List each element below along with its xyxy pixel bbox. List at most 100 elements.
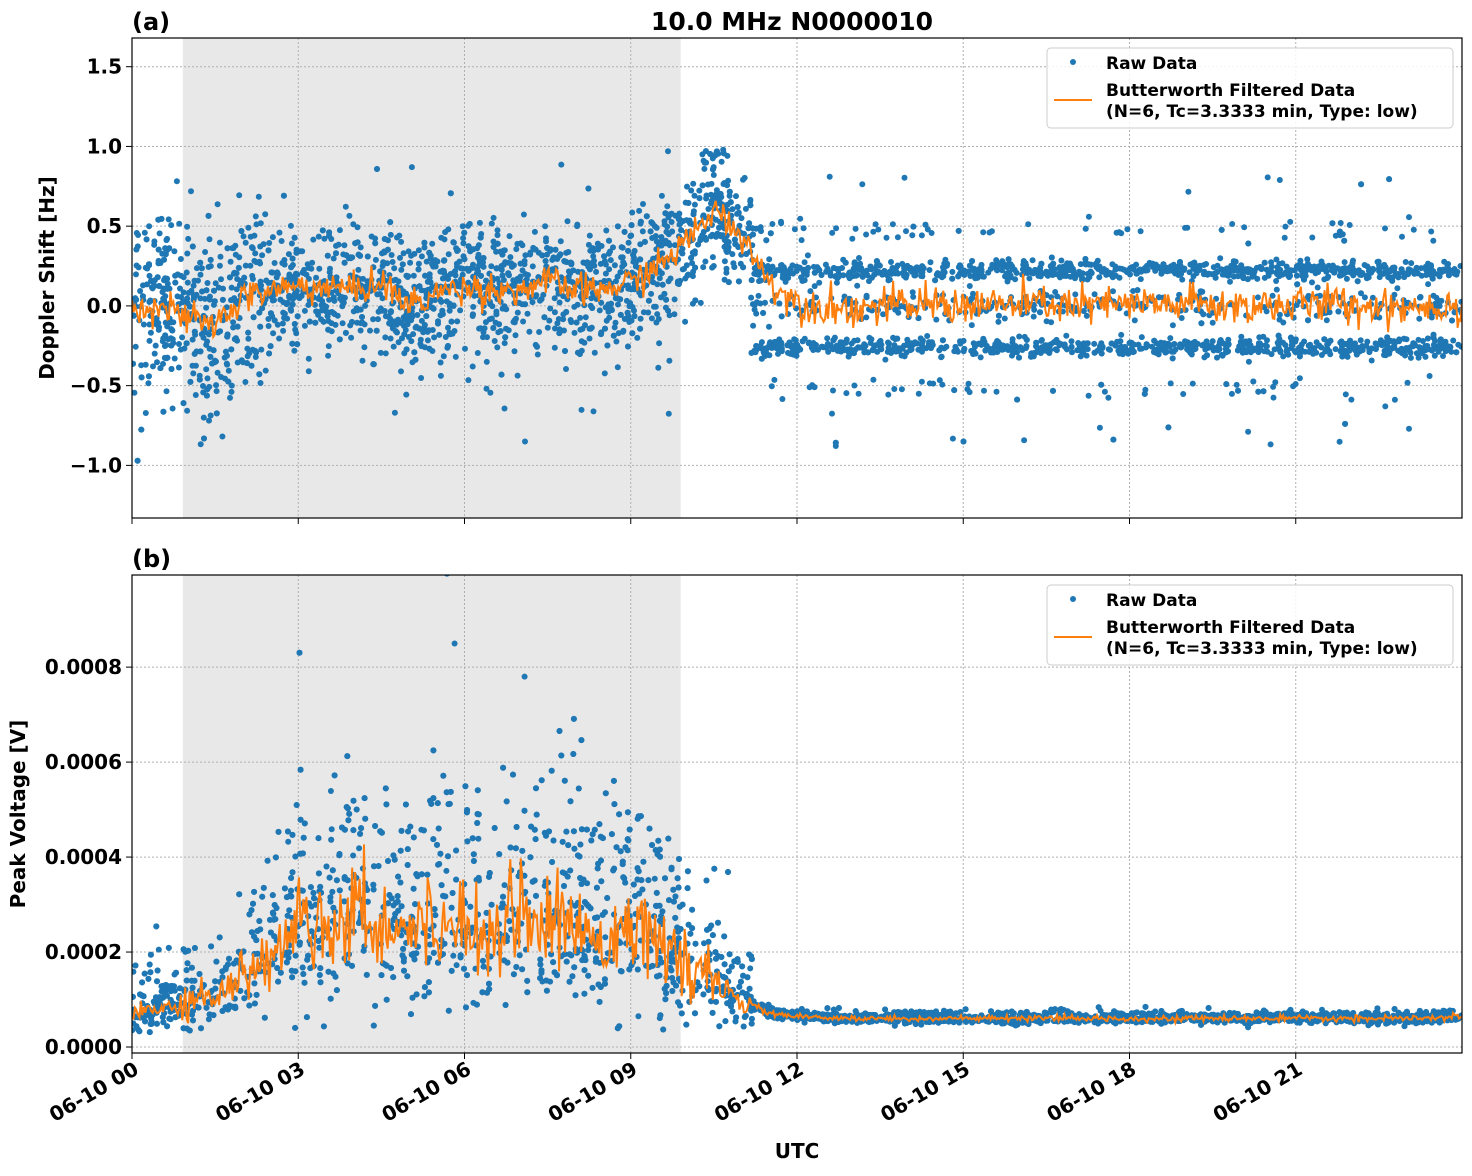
raw-data-point <box>487 390 493 396</box>
raw-data-point <box>431 334 437 340</box>
raw-data-point <box>1346 266 1352 272</box>
raw-data-point <box>1187 269 1193 275</box>
raw-data-point <box>511 262 517 268</box>
raw-data-point <box>1165 424 1171 430</box>
raw-data-point <box>1182 338 1188 344</box>
raw-data-point <box>350 221 356 227</box>
raw-data-point <box>512 317 518 323</box>
raw-data-point <box>405 321 411 327</box>
raw-data-point <box>362 303 368 309</box>
raw-data-point <box>233 252 239 258</box>
raw-data-point <box>476 326 482 332</box>
raw-data-point <box>1452 271 1458 277</box>
raw-data-point <box>951 387 957 393</box>
raw-data-point <box>644 213 650 219</box>
raw-data-point <box>969 322 975 328</box>
legend-raw-label: Raw Data <box>1106 54 1197 74</box>
raw-data-point <box>1004 264 1010 270</box>
raw-data-point <box>355 267 361 273</box>
raw-data-point <box>192 329 198 335</box>
raw-data-point <box>262 211 268 217</box>
raw-data-point <box>502 340 508 346</box>
raw-data-point <box>1184 225 1190 231</box>
raw-data-point <box>669 211 675 217</box>
raw-data-point <box>975 341 981 347</box>
raw-data-point <box>1343 341 1349 347</box>
raw-data-point <box>895 263 901 269</box>
raw-data-point <box>833 225 839 231</box>
raw-data-point <box>749 277 755 283</box>
raw-data-point <box>414 312 420 318</box>
raw-data-point <box>1288 335 1294 341</box>
raw-data-point <box>242 379 248 385</box>
raw-data-point <box>1109 341 1115 347</box>
raw-data-point <box>877 339 883 345</box>
raw-data-point <box>302 308 308 314</box>
raw-data-point <box>1186 348 1192 354</box>
raw-data-point <box>156 247 162 253</box>
raw-data-point <box>465 377 471 383</box>
raw-data-point <box>288 264 294 270</box>
raw-data-point <box>758 228 764 234</box>
raw-data-point <box>656 340 662 346</box>
raw-data-point <box>1170 355 1176 361</box>
raw-data-point <box>1255 389 1261 395</box>
raw-data-point <box>780 275 786 281</box>
raw-data-point <box>310 237 316 243</box>
raw-data-point <box>603 304 609 310</box>
raw-data-point <box>1218 337 1224 343</box>
raw-data-point <box>545 325 551 331</box>
raw-data-point <box>228 259 234 265</box>
raw-data-point <box>348 335 354 341</box>
raw-data-point <box>536 329 542 335</box>
raw-data-point <box>470 246 476 252</box>
raw-data-point <box>1338 348 1344 354</box>
raw-data-point <box>152 351 158 357</box>
raw-data-point <box>563 366 569 372</box>
raw-data-point <box>1276 273 1282 279</box>
raw-data-point <box>513 246 519 252</box>
raw-data-point <box>1408 355 1414 361</box>
raw-data-point <box>919 349 925 355</box>
raw-data-point <box>797 216 803 222</box>
raw-data-point <box>700 182 706 188</box>
raw-data-point <box>602 370 608 376</box>
raw-data-point <box>526 329 532 335</box>
raw-data-point <box>411 349 417 355</box>
raw-data-point <box>494 344 500 350</box>
raw-data-point <box>849 236 855 242</box>
raw-data-point <box>722 258 728 264</box>
raw-data-point <box>1129 265 1135 271</box>
raw-data-point <box>206 418 212 424</box>
raw-data-point <box>654 311 660 317</box>
raw-data-point <box>901 273 907 279</box>
raw-data-point <box>1223 381 1229 387</box>
raw-data-point <box>175 272 181 278</box>
raw-data-point <box>1311 349 1317 355</box>
raw-data-point <box>1127 340 1133 346</box>
raw-data-point <box>881 268 887 274</box>
raw-data-point <box>1277 317 1283 323</box>
raw-data-point <box>939 382 945 388</box>
raw-data-point <box>710 254 716 260</box>
raw-data-point <box>156 283 162 289</box>
raw-data-point <box>410 331 416 337</box>
raw-data-point <box>690 181 696 187</box>
raw-data-point <box>510 277 516 283</box>
raw-data-point <box>201 436 207 442</box>
raw-data-point <box>1414 350 1420 356</box>
raw-data-point <box>446 251 452 257</box>
raw-data-point <box>224 353 230 359</box>
raw-data-point <box>519 242 525 248</box>
raw-data-point <box>907 265 913 271</box>
raw-data-point <box>553 247 559 253</box>
raw-data-point <box>1112 264 1118 270</box>
raw-data-point <box>133 344 139 350</box>
raw-data-point <box>1003 271 1009 277</box>
raw-data-point <box>429 241 435 247</box>
raw-data-point <box>1284 347 1290 353</box>
raw-data-point <box>1180 391 1186 397</box>
raw-data-point <box>212 298 218 304</box>
raw-data-point <box>619 244 625 250</box>
raw-data-point <box>834 280 840 286</box>
